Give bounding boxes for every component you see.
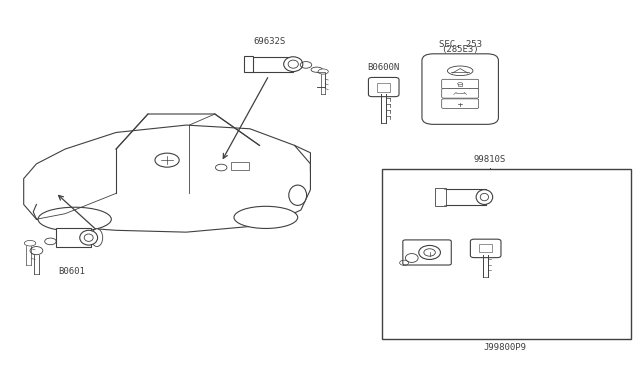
FancyBboxPatch shape	[442, 79, 479, 89]
Bar	[378, 83, 390, 92]
Ellipse shape	[38, 207, 111, 231]
Ellipse shape	[424, 249, 435, 256]
Ellipse shape	[419, 246, 440, 260]
Text: B0601: B0601	[58, 267, 85, 276]
Ellipse shape	[80, 230, 98, 245]
FancyBboxPatch shape	[442, 89, 479, 98]
Ellipse shape	[318, 69, 328, 74]
Bar	[250, 57, 293, 71]
Ellipse shape	[216, 164, 227, 171]
Ellipse shape	[30, 247, 43, 255]
Text: J99800P9: J99800P9	[483, 343, 526, 352]
Bar	[244, 56, 253, 72]
FancyBboxPatch shape	[369, 77, 399, 97]
FancyBboxPatch shape	[442, 99, 479, 109]
Ellipse shape	[289, 185, 307, 205]
Bar	[383, 169, 631, 339]
Ellipse shape	[155, 153, 179, 167]
Bar	[435, 188, 446, 206]
Bar	[444, 189, 486, 205]
Ellipse shape	[234, 206, 298, 228]
Text: (285E3): (285E3)	[442, 45, 479, 54]
Text: B0600N: B0600N	[367, 62, 400, 71]
Ellipse shape	[311, 67, 323, 72]
Ellipse shape	[476, 190, 493, 205]
Bar	[231, 162, 248, 170]
Ellipse shape	[24, 240, 36, 246]
FancyBboxPatch shape	[470, 239, 501, 258]
Ellipse shape	[447, 66, 473, 76]
Ellipse shape	[84, 234, 93, 241]
Text: SEC. 253: SEC. 253	[438, 40, 482, 49]
Text: 69632S: 69632S	[253, 38, 285, 46]
FancyBboxPatch shape	[403, 240, 451, 265]
Ellipse shape	[288, 60, 298, 68]
Ellipse shape	[480, 193, 488, 201]
Text: 99810S: 99810S	[474, 155, 506, 164]
Ellipse shape	[284, 57, 303, 71]
Bar	[479, 244, 492, 253]
Ellipse shape	[92, 229, 102, 247]
FancyBboxPatch shape	[422, 54, 499, 124]
Bar	[56, 228, 91, 247]
